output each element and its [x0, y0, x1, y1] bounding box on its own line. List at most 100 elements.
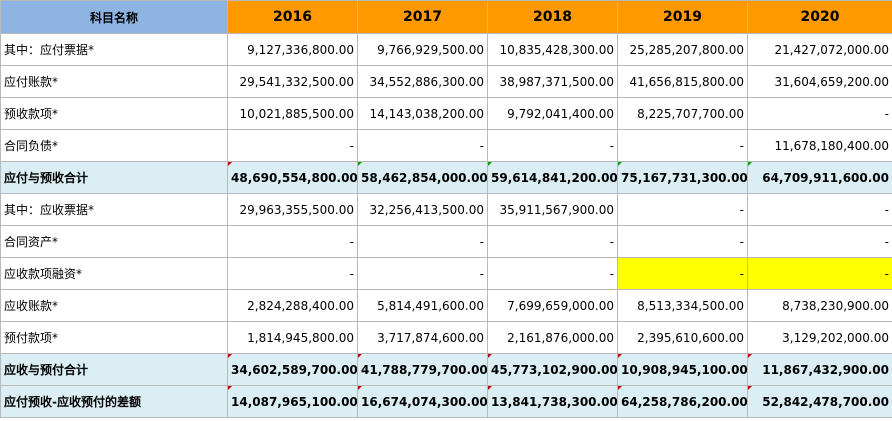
value-cell[interactable]: 2,161,876,000.00 — [487, 321, 618, 354]
row-label-cell[interactable]: 预付款项* — [0, 321, 228, 354]
value-cell[interactable]: 10,021,885,500.00 — [227, 97, 358, 130]
header-row: 科目名称 2016 2017 2018 2019 2020 — [0, 0, 892, 34]
value-cell[interactable]: 2,824,288,400.00 — [227, 289, 358, 322]
value-cell[interactable]: 9,766,929,500.00 — [357, 33, 488, 66]
year-header-2019[interactable]: 2019 — [617, 0, 748, 34]
year-header-2018[interactable]: 2018 — [487, 0, 618, 34]
value-cell[interactable]: 14,087,965,100.00 — [227, 385, 358, 418]
value-cell[interactable]: 21,427,072,000.00 — [747, 33, 892, 66]
value-cell[interactable]: - — [357, 129, 488, 162]
table-row-payables-total: 应付与预收合计 48,690,554,800.00 58,462,854,000… — [0, 161, 892, 194]
value-cell[interactable]: - — [617, 129, 748, 162]
value-cell[interactable]: 35,911,567,900.00 — [487, 193, 618, 226]
value-cell[interactable]: 10,835,428,300.00 — [487, 33, 618, 66]
value-cell[interactable]: 38,987,371,500.00 — [487, 65, 618, 98]
row-label-cell[interactable]: 应收款项融资* — [0, 257, 228, 290]
value-cell[interactable]: 59,614,841,200.00 — [487, 161, 618, 194]
value-cell[interactable]: - — [487, 257, 618, 290]
row-label-cell[interactable]: 预收款项* — [0, 97, 228, 130]
value-text: 58,462,854,000.00 — [361, 170, 488, 185]
row-label-cell[interactable]: 其中：应付票据* — [0, 33, 228, 66]
value-cell[interactable]: - — [357, 257, 488, 290]
comment-marker-icon — [228, 386, 232, 390]
value-cell[interactable]: 8,225,707,700.00 — [617, 97, 748, 130]
table-row-receivables-financing: 应收款项融资* - - - - - — [0, 257, 892, 290]
value-cell[interactable]: 58,462,854,000.00 — [357, 161, 488, 194]
value-cell[interactable]: 9,792,041,400.00 — [487, 97, 618, 130]
value-cell[interactable]: 64,258,786,200.00 — [617, 385, 748, 418]
value-cell[interactable]: 25,285,207,800.00 — [617, 33, 748, 66]
highlighted-value-cell[interactable]: - — [747, 257, 892, 290]
value-cell[interactable]: 41,788,779,700.00 — [357, 353, 488, 386]
value-text: 48,690,554,800.00 — [231, 170, 358, 185]
value-cell[interactable]: 3,717,874,600.00 — [357, 321, 488, 354]
value-cell[interactable]: 14,143,038,200.00 — [357, 97, 488, 130]
row-label-cell[interactable]: 应付预收-应收预付的差额 — [0, 385, 228, 418]
year-header-2020[interactable]: 2020 — [747, 0, 892, 34]
value-cell[interactable]: - — [227, 257, 358, 290]
value-cell[interactable]: 11,678,180,400.00 — [747, 129, 892, 162]
value-cell[interactable]: 11,867,432,900.00 — [747, 353, 892, 386]
table-row-advance-receipts: 预收款项* 10,021,885,500.00 14,143,038,200.0… — [0, 97, 892, 130]
value-cell[interactable]: - — [617, 225, 748, 258]
row-label-cell[interactable]: 应收账款* — [0, 289, 228, 322]
comment-marker-icon — [228, 162, 232, 166]
comment-marker-icon — [488, 354, 492, 358]
value-cell[interactable]: - — [487, 129, 618, 162]
value-cell[interactable]: 13,841,738,300.00 — [487, 385, 618, 418]
value-cell[interactable]: - — [617, 193, 748, 226]
value-cell[interactable]: 48,690,554,800.00 — [227, 161, 358, 194]
value-cell[interactable]: 64,709,911,600.00 — [747, 161, 892, 194]
value-cell[interactable]: - — [747, 225, 892, 258]
row-label-cell[interactable]: 应付账款* — [0, 65, 228, 98]
value-cell[interactable]: 31,604,659,200.00 — [747, 65, 892, 98]
table-row-contract-assets: 合同资产* - - - - - — [0, 225, 892, 258]
value-text: 10,908,945,100.00 — [621, 362, 748, 377]
year-header-2016[interactable]: 2016 — [227, 0, 358, 34]
value-cell[interactable]: 29,541,332,500.00 — [227, 65, 358, 98]
value-cell[interactable]: - — [487, 225, 618, 258]
value-cell[interactable]: 32,256,413,500.00 — [357, 193, 488, 226]
value-cell[interactable]: - — [747, 97, 892, 130]
value-cell[interactable]: 8,513,334,500.00 — [617, 289, 748, 322]
value-cell[interactable]: 75,167,731,300.00 — [617, 161, 748, 194]
value-cell[interactable]: 10,908,945,100.00 — [617, 353, 748, 386]
note-marker-icon — [618, 162, 622, 166]
value-cell[interactable]: - — [357, 225, 488, 258]
value-cell[interactable]: 5,814,491,600.00 — [357, 289, 488, 322]
value-cell[interactable]: 1,814,945,800.00 — [227, 321, 358, 354]
highlighted-value-cell[interactable]: - — [617, 257, 748, 290]
year-header-2017[interactable]: 2017 — [357, 0, 488, 34]
row-label-cell[interactable]: 其中：应收票据* — [0, 193, 228, 226]
value-cell[interactable]: - — [227, 225, 358, 258]
value-cell[interactable]: 8,738,230,900.00 — [747, 289, 892, 322]
value-cell[interactable]: 2,395,610,600.00 — [617, 321, 748, 354]
table-row-receivables-total: 应收与预付合计 34,602,589,700.00 41,788,779,700… — [0, 353, 892, 386]
value-cell[interactable]: 41,656,815,800.00 — [617, 65, 748, 98]
value-cell[interactable]: 29,963,355,500.00 — [227, 193, 358, 226]
comment-marker-icon — [748, 386, 752, 390]
row-label-cell[interactable]: 合同负债* — [0, 129, 228, 162]
value-cell[interactable]: 52,842,478,700.00 — [747, 385, 892, 418]
value-text: 52,842,478,700.00 — [762, 394, 889, 409]
value-cell[interactable]: 45,773,102,900.00 — [487, 353, 618, 386]
value-text: 64,709,911,600.00 — [762, 170, 889, 185]
value-cell[interactable]: 7,699,659,000.00 — [487, 289, 618, 322]
row-label-cell[interactable]: 合同资产* — [0, 225, 228, 258]
value-text: 75,167,731,300.00 — [621, 170, 748, 185]
value-text: 59,614,841,200.00 — [491, 170, 618, 185]
value-cell[interactable]: 34,602,589,700.00 — [227, 353, 358, 386]
value-text: 45,773,102,900.00 — [491, 362, 618, 377]
value-cell[interactable]: - — [227, 129, 358, 162]
value-cell[interactable]: 16,674,074,300.00 — [357, 385, 488, 418]
row-label-cell[interactable]: 应付与预收合计 — [0, 161, 228, 194]
value-cell[interactable]: 3,129,202,000.00 — [747, 321, 892, 354]
value-text: 41,788,779,700.00 — [361, 362, 488, 377]
header-label-cell[interactable]: 科目名称 — [0, 0, 228, 34]
comment-marker-icon — [358, 354, 362, 358]
value-cell[interactable]: 34,552,886,300.00 — [357, 65, 488, 98]
table-row-notes-payable: 其中：应付票据* 9,127,336,800.00 9,766,929,500.… — [0, 33, 892, 66]
value-cell[interactable]: 9,127,336,800.00 — [227, 33, 358, 66]
value-cell[interactable]: - — [747, 193, 892, 226]
row-label-cell[interactable]: 应收与预付合计 — [0, 353, 228, 386]
